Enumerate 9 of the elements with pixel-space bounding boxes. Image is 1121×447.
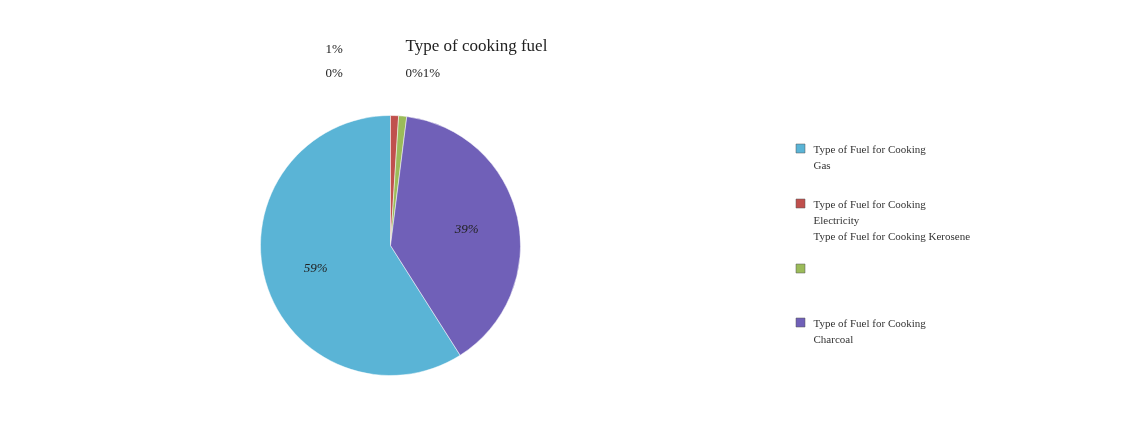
text: 1% [325, 41, 343, 56]
legend-label: Type of Fuel for Cooking Gas [813, 142, 927, 171]
text: 0%1% [405, 65, 441, 80]
data-label: 39% [453, 220, 479, 236]
legend-label: Type of Fuel for Cooking Charcoal [813, 316, 927, 345]
chart-title: Type of cooking fuel [405, 36, 548, 55]
legend-label: Type of Fuel for Cooking Electricity Type of Fuel for Cooking Kerosene [813, 197, 971, 242]
text: 0% [325, 65, 343, 80]
data-label: 59% [303, 259, 328, 275]
